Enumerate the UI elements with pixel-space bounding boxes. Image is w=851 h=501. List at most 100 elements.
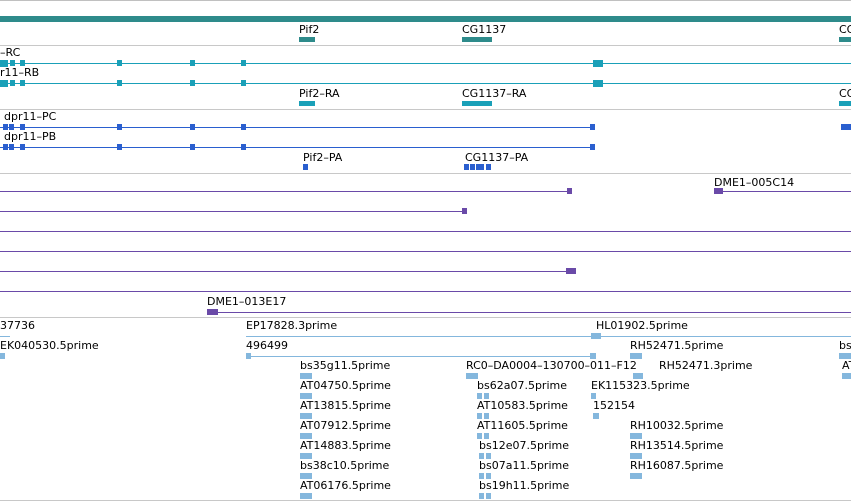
protein-label-pc[interactable]: dpr11–PC (4, 110, 57, 123)
est-label[interactable]: bs35g11.5prime (300, 359, 391, 372)
clone-arrow-icon (462, 208, 467, 214)
est-block (630, 453, 642, 459)
strand-arrow-icon (590, 144, 595, 150)
clone-line[interactable] (0, 211, 466, 212)
protein-pif2-pa-icon[interactable] (303, 164, 308, 170)
est-line[interactable] (246, 336, 596, 337)
est-label[interactable]: bs38c10.5prime (300, 459, 390, 472)
est-label[interactable]: 152154 (593, 399, 635, 412)
est-label[interactable]: AT (842, 359, 851, 372)
track-divider (0, 173, 851, 174)
est-arrow-icon (484, 393, 489, 399)
transcript-rc-exon (593, 60, 603, 67)
clone-e17-line[interactable] (212, 312, 851, 313)
clone-label-c14[interactable]: DME1–005C14 (714, 176, 795, 189)
est-block (593, 413, 599, 419)
est-label[interactable]: RC0–DA0004–130700–011–F12 (466, 359, 637, 372)
est-label[interactable]: 496499 (246, 339, 288, 352)
est-arrow-icon (477, 433, 482, 439)
est-label[interactable]: bs19h11.5prime (479, 479, 570, 492)
est-line[interactable] (0, 336, 10, 337)
strand-arrow-icon (190, 144, 195, 150)
est-label[interactable]: RH10032.5prime (630, 419, 724, 432)
clone-line[interactable] (0, 231, 851, 232)
strand-arrow-icon (241, 124, 246, 130)
est-label[interactable]: AT10583.5prime (477, 399, 568, 412)
transcript-rb-line[interactable] (0, 83, 851, 84)
est-label[interactable]: RH16087.5prime (630, 459, 724, 472)
gene-glyph-pif2[interactable] (299, 37, 315, 42)
est-label[interactable]: RH13514.5prime (630, 439, 724, 452)
gene-track-bar[interactable] (0, 16, 851, 22)
track-divider (0, 109, 851, 110)
clone-label-e17[interactable]: DME1–013E17 (207, 295, 287, 308)
clone-c14-start (714, 188, 723, 194)
est-line[interactable] (600, 336, 851, 337)
est-label[interactable]: 37736 (0, 319, 35, 332)
est-label[interactable]: bs62a07.5prime (477, 379, 567, 392)
est-label[interactable]: EP17828.3prime (246, 319, 338, 332)
est-label[interactable]: AT07912.5prime (300, 419, 391, 432)
gene-label-cg1137[interactable]: CG1137 (462, 23, 507, 36)
est-block (630, 473, 642, 479)
est-arrow-icon (596, 333, 601, 339)
protein-label-pif2-pa[interactable]: Pif2–PA (303, 151, 343, 164)
clone-line[interactable] (0, 251, 851, 252)
protein-cg1137-pa-exon[interactable] (476, 164, 484, 170)
protein-pb-line[interactable] (0, 147, 595, 148)
strand-arrow-icon (190, 80, 195, 86)
est-block (300, 413, 312, 419)
est-label[interactable]: HL01902.5prime (596, 319, 688, 332)
est-label[interactable]: bs12e07.5prime (479, 439, 570, 452)
clone-line[interactable] (0, 291, 851, 292)
gene-glyph-cg1137[interactable] (462, 37, 492, 42)
est-arrow-icon (479, 473, 484, 479)
protein-label-pb[interactable]: dpr11–PB (4, 130, 57, 143)
est-label[interactable]: bs (839, 339, 851, 352)
est-arrow-icon (591, 393, 596, 399)
est-label[interactable]: AT04750.5prime (300, 379, 391, 392)
track-divider (0, 45, 851, 46)
est-block (630, 433, 642, 439)
protein-pc-line[interactable] (0, 127, 595, 128)
est-label[interactable]: RH52471.5prime (630, 339, 724, 352)
gene-glyph-right[interactable] (839, 37, 851, 42)
est-label[interactable]: AT06176.5prime (300, 479, 391, 492)
transcript-label-rc[interactable]: –RC (0, 46, 21, 59)
strand-arrow-icon (190, 124, 195, 130)
gene-label-right[interactable]: CG (839, 23, 851, 36)
est-line[interactable] (250, 356, 592, 357)
gene-label-pif2[interactable]: Pif2 (299, 23, 320, 36)
protein-right-glyph[interactable] (841, 124, 851, 130)
est-label[interactable]: AT13815.5prime (300, 399, 391, 412)
est-label[interactable]: AT14883.5prime (300, 439, 391, 452)
transcript-label-cg1137-ra[interactable]: CG1137–RA (462, 87, 527, 100)
strand-arrow-icon (20, 124, 25, 130)
est-label[interactable]: AT11605.5prime (477, 419, 568, 432)
transcript-right-glyph[interactable] (839, 101, 851, 106)
est-label[interactable]: RH52471.3prime (659, 359, 753, 372)
strand-arrow-icon (9, 124, 14, 130)
strand-arrow-icon (241, 60, 246, 66)
protein-label-cg1137-pa[interactable]: CG1137–PA (465, 151, 529, 164)
est-label[interactable]: EK115323.5prime (591, 379, 690, 392)
strand-arrow-icon (590, 124, 595, 130)
est-block (300, 373, 312, 379)
clone-line[interactable] (0, 271, 573, 272)
clone-line[interactable] (0, 191, 570, 192)
transcript-label-rb[interactable]: r11–RB (0, 66, 40, 79)
strand-arrow-icon (20, 144, 25, 150)
clone-c14-line[interactable] (717, 191, 851, 192)
transcript-cg1137-ra-glyph[interactable] (462, 101, 492, 106)
est-label[interactable]: bs07a11.5prime (479, 459, 569, 472)
strand-arrow-icon (117, 144, 122, 150)
est-arrow-icon (479, 493, 484, 499)
est-block (300, 453, 312, 459)
strand-arrow-icon (470, 164, 475, 170)
transcript-pif2-ra-glyph[interactable] (299, 101, 315, 106)
est-label[interactable]: EK040530.5prime (0, 339, 99, 352)
transcript-rc-line[interactable] (0, 63, 851, 64)
transcript-label-right[interactable]: CG (839, 87, 851, 100)
transcript-label-pif2-ra[interactable]: Pif2–RA (299, 87, 340, 100)
